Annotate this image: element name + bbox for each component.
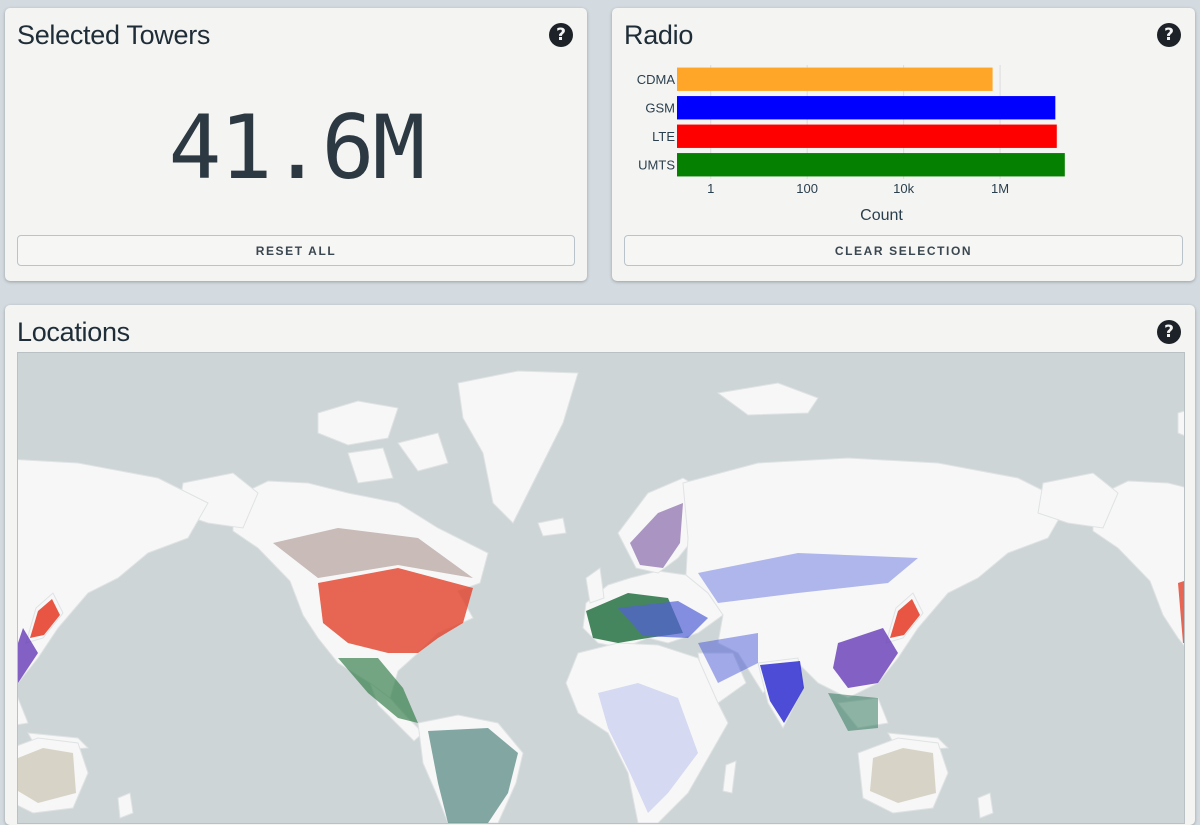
category-label: GSM [645, 100, 675, 115]
australia-density-wrap-left [18, 748, 76, 803]
usa-lte-density-wrap-right [1178, 581, 1184, 643]
bar-lte[interactable] [677, 124, 1057, 148]
bar-umts[interactable] [677, 153, 1065, 177]
help-icon[interactable]: ? [549, 23, 573, 47]
usa-lte-density [318, 568, 473, 653]
eastern-europe-gsm-density [618, 601, 708, 638]
locations-title: Locations [17, 317, 130, 347]
india-gsm-density [760, 661, 804, 723]
world-map[interactable] [17, 352, 1185, 824]
x-tick-label: 100 [796, 181, 818, 196]
japan-lte-density [890, 599, 920, 638]
canada-density [273, 528, 473, 578]
x-tick-label: 1M [991, 181, 1009, 196]
se-asia-density [828, 693, 878, 731]
selected-towers-title: Selected Towers [17, 20, 211, 50]
scandinavia-density [630, 503, 683, 568]
x-axis-title: Count [860, 207, 903, 224]
middle-east-gsm-density [698, 633, 758, 683]
category-label: CDMA [637, 72, 676, 87]
continents-wrap-right [1037, 370, 1184, 823]
mexico-umts-density [338, 658, 418, 723]
south-america-density [428, 728, 518, 823]
clear-selection-button[interactable]: CLEAR SELECTION [624, 235, 1183, 266]
bar-cdma[interactable] [677, 67, 993, 91]
tower-density-overlay [18, 503, 1184, 823]
reset-all-button[interactable]: RESET ALL [17, 235, 575, 266]
help-icon[interactable]: ? [1157, 320, 1181, 344]
category-label: LTE [652, 129, 675, 144]
category-label: UMTS [638, 157, 675, 172]
russia-gsm-density [698, 553, 918, 603]
africa-gsm-density [598, 683, 698, 813]
china-density-wrap-left [18, 628, 38, 683]
china-density [833, 628, 898, 688]
selected-towers-count: 41.6M [168, 96, 426, 199]
help-icon[interactable]: ? [1157, 23, 1181, 47]
world-map-canvas [18, 370, 1184, 823]
bar-gsm[interactable] [677, 96, 1056, 120]
selected-towers-panel: Selected Towers ? 41.6M RESET ALL [5, 8, 587, 281]
x-tick-label: 1 [707, 181, 714, 196]
radio-panel: Radio ? CDMA GSM LTE UMTS 1 100 10k 1M Count CLE… [612, 8, 1195, 281]
radio-title: Radio [624, 20, 694, 50]
japan-lte-density-wrap-left [30, 599, 60, 638]
locations-panel: Locations ? [5, 305, 1195, 825]
radio-bar-chart[interactable]: CDMA GSM LTE UMTS 1 100 10k 1M Count [612, 8, 1195, 233]
x-tick-label: 10k [893, 181, 914, 196]
australia-density [870, 748, 936, 803]
